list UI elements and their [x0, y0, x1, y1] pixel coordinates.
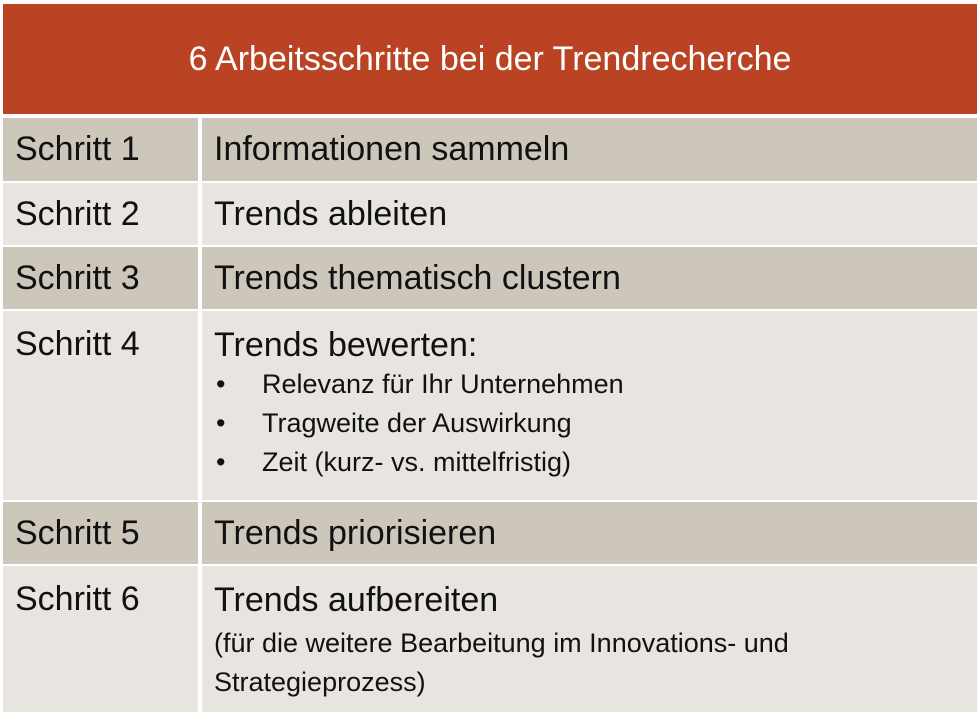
- step-label: Schritt 3: [3, 247, 198, 309]
- table-title: 6 Arbeitsschritte bei der Trendrecherche: [3, 4, 977, 114]
- bullet-icon: •: [216, 408, 226, 438]
- step-note: (für die weitere Bearbeitung im Innovati…: [214, 628, 789, 697]
- list-item: • Tragweite der Auswirkung: [214, 404, 977, 443]
- table-row-6: Schritt 6 Trends aufbereiten (für die we…: [3, 566, 977, 712]
- list-item: • Zeit (kurz- vs. mittelfristig): [214, 443, 977, 482]
- step-label: Schritt 5: [3, 502, 198, 564]
- bullet-icon: •: [216, 369, 226, 399]
- step-label: Schritt 2: [3, 183, 198, 245]
- step-description: Trends thematisch clustern: [202, 247, 977, 309]
- criteria-list: • Relevanz für Ihr Unternehmen • Tragweite…: [214, 365, 977, 482]
- step-description-cell: Trends bewerten: • Relevanz für Ihr Unter…: [202, 311, 977, 500]
- table-row-5: Schritt 5 Trends priorisieren: [3, 502, 977, 564]
- step-description: Trends aufbereiten: [214, 581, 499, 619]
- table-row-1: Schritt 1 Informationen sammeln: [3, 118, 977, 181]
- step-description: Informationen sammeln: [202, 118, 977, 181]
- list-item: • Relevanz für Ihr Unternehmen: [214, 365, 977, 404]
- table-row-3: Schritt 3 Trends thematisch clustern: [3, 247, 977, 309]
- step-label: Schritt 1: [3, 118, 198, 181]
- table-row-2: Schritt 2 Trends ableiten: [3, 183, 977, 245]
- step-description: Trends bewerten:: [214, 326, 478, 364]
- step-description-cell: Trends aufbereiten (für die weitere Bear…: [202, 566, 977, 712]
- step-label: Schritt 4: [3, 311, 198, 500]
- step-description: Trends priorisieren: [202, 502, 977, 564]
- table-row-4: Schritt 4 Trends bewerten: • Relevanz für…: [3, 311, 977, 500]
- step-description: Trends ableiten: [202, 183, 977, 245]
- step-label: Schritt 6: [3, 566, 198, 712]
- bullet-icon: •: [216, 447, 226, 477]
